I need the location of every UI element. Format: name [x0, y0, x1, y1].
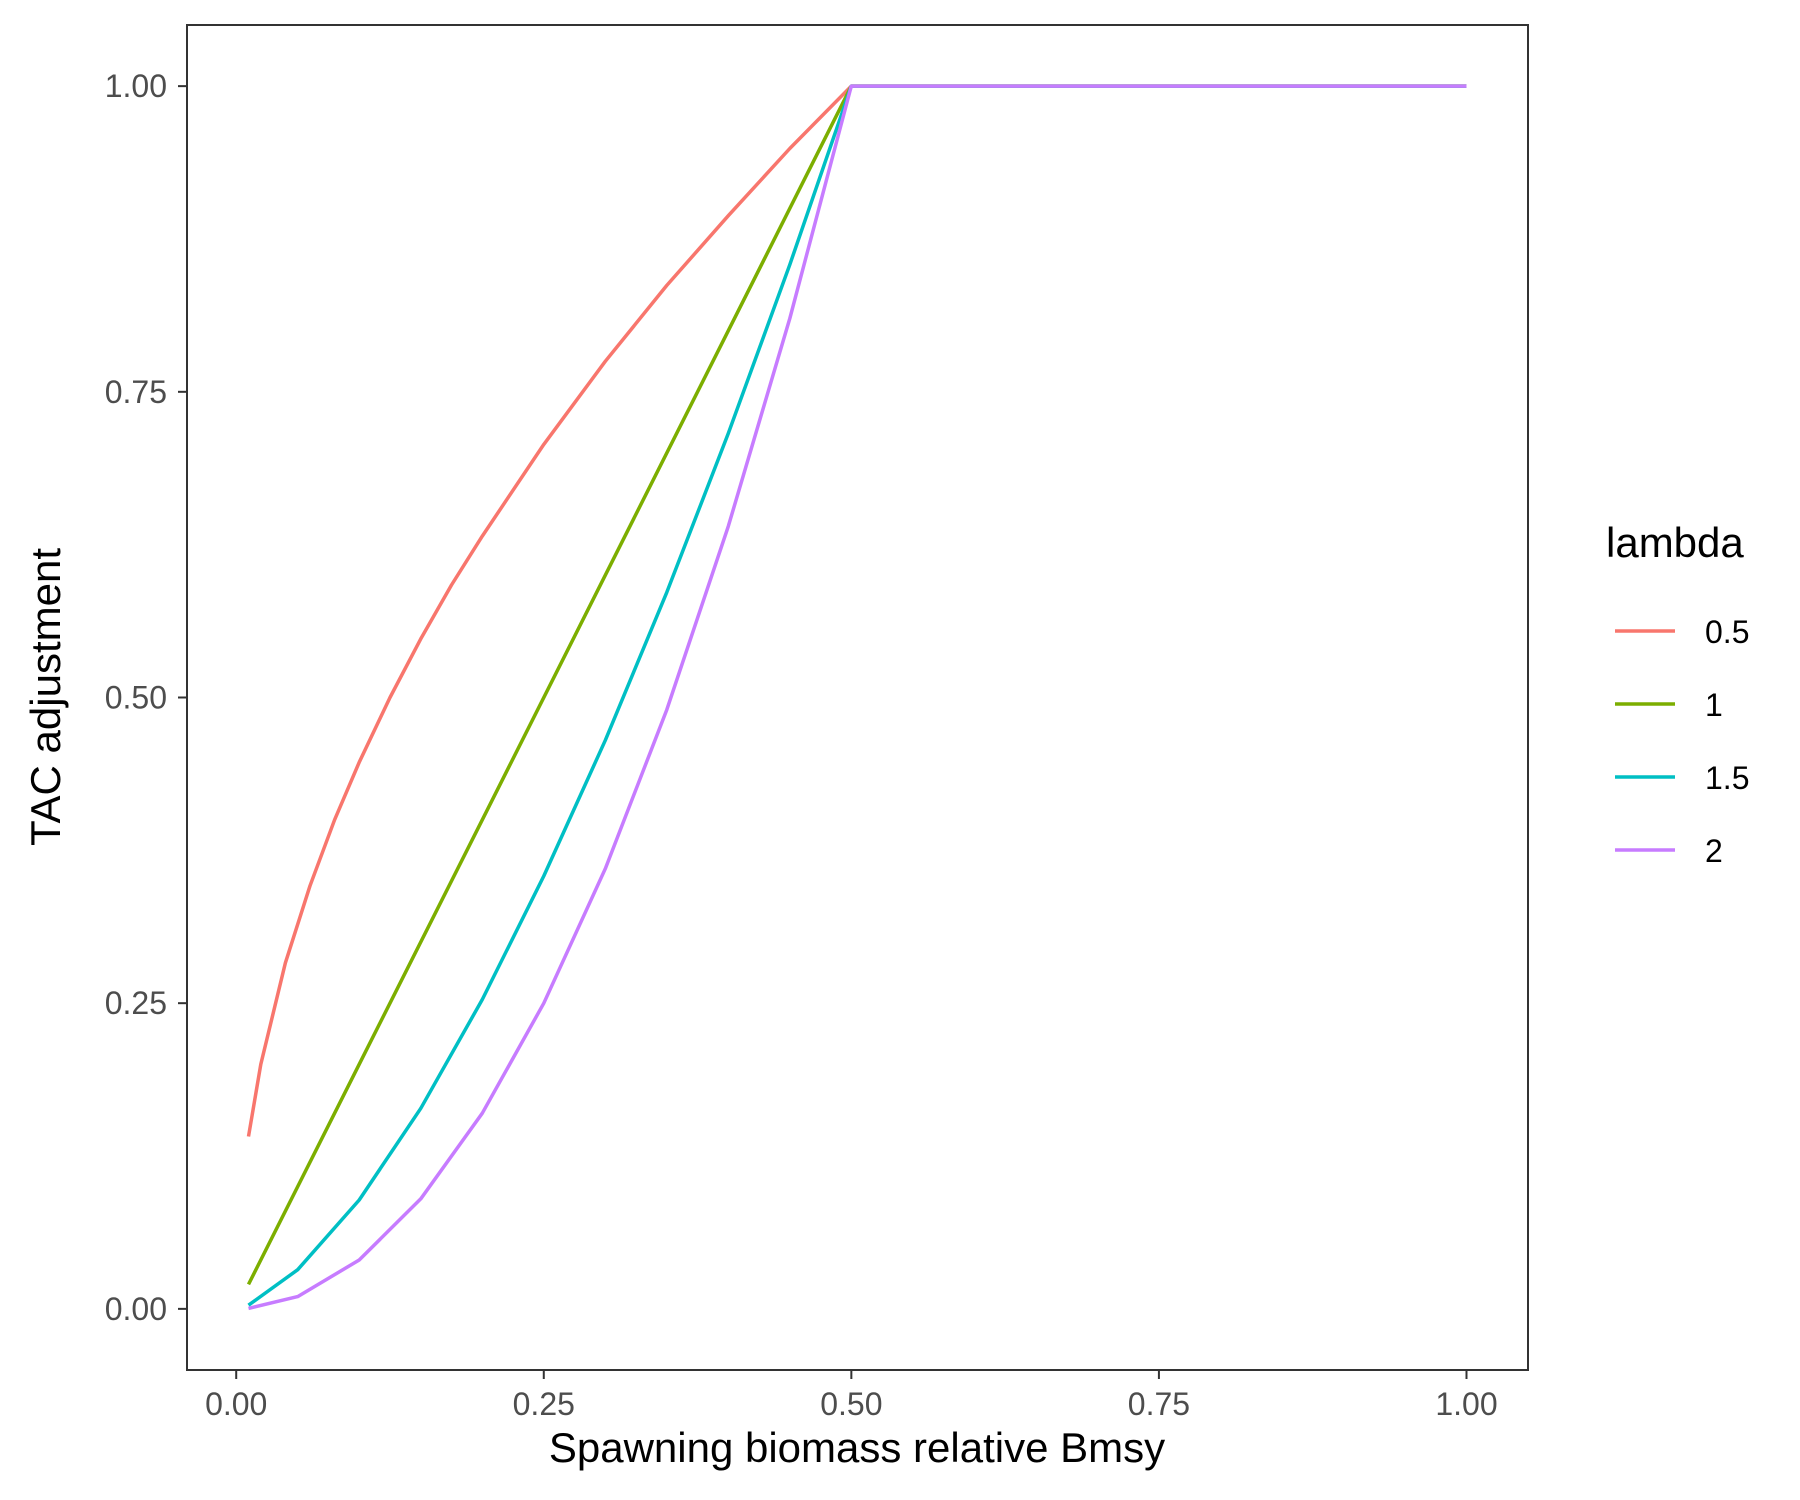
- series-layer: [246, 84, 1467, 1311]
- x-tick-label: 0.75: [1128, 1386, 1190, 1422]
- legend-label: 1.5: [1705, 760, 1749, 796]
- legend-label: 0.5: [1705, 614, 1749, 650]
- y-tick-label: 0.00: [105, 1291, 167, 1327]
- x-axis-title: Spawning biomass relative Bmsy: [549, 1424, 1165, 1471]
- series-line-2: [248, 84, 1467, 1311]
- legend-title: lambda: [1606, 519, 1744, 566]
- y-tick-label: 0.50: [105, 680, 167, 716]
- legend: lambda 0.5 1 1.5 2: [1606, 519, 1749, 869]
- y-tick-label: 0.25: [105, 985, 167, 1021]
- legend-label: 2: [1705, 833, 1723, 869]
- plot-panel: [187, 25, 1528, 1370]
- legend-label: 1: [1705, 687, 1723, 723]
- y-axis-title: TAC adjustment: [22, 548, 69, 846]
- x-tick-label: 1.00: [1435, 1386, 1497, 1422]
- x-tick-label: 0.50: [820, 1386, 882, 1422]
- x-tick-label: 0.25: [513, 1386, 575, 1422]
- x-axis: 0.00 0.25 0.50 0.75 1.00: [205, 1370, 1498, 1422]
- y-tick-label: 1.00: [105, 68, 167, 104]
- y-axis: 0.00 0.25 0.50 0.75 1.00: [105, 68, 187, 1327]
- y-tick-label: 0.75: [105, 374, 167, 410]
- x-tick-label: 0.00: [205, 1386, 267, 1422]
